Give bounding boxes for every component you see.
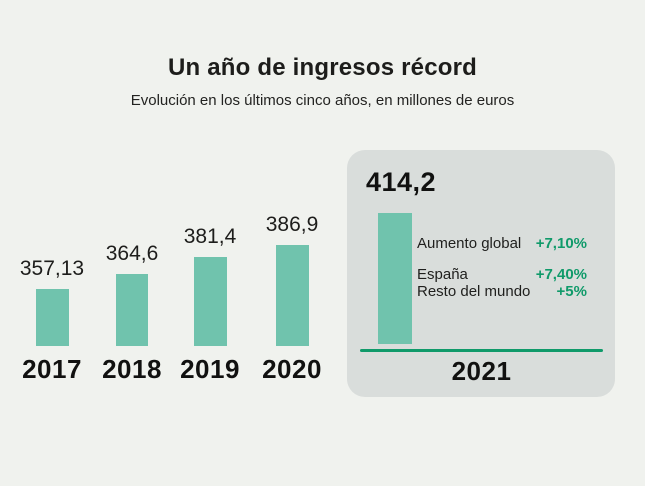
year-label-2018: 2018	[102, 354, 162, 384]
bar-value-label-2019: 381,4	[183, 225, 237, 248]
bar-2018	[116, 274, 148, 346]
stat-row-espana: España +7,40%	[417, 266, 587, 283]
bar-value-label-2017: 357,13	[19, 257, 85, 280]
bar-2019	[194, 257, 227, 346]
bar-2017	[36, 289, 69, 346]
stat-value: +5%	[556, 283, 587, 300]
stat-value: +7,40%	[535, 266, 587, 283]
year-label-2019: 2019	[180, 354, 240, 384]
year-label-2017: 2017	[22, 354, 82, 384]
bar-value-label-2018: 364,6	[105, 242, 159, 265]
highlight-panel-2021: 414,2 Aumento global +7,10% España +7,40…	[347, 150, 615, 397]
stat-label: Resto del mundo	[417, 283, 531, 300]
chart-subtitle: Evolución en los últimos cinco años, en …	[130, 92, 515, 109]
chart-title: Un año de ingresos récord	[167, 54, 478, 81]
stat-label: España	[417, 266, 468, 283]
year-label-2021: 2021	[451, 356, 512, 386]
stat-value: +7,10%	[535, 235, 587, 252]
bar-value-label-2020: 386,9	[265, 213, 319, 236]
stat-label: Aumento global	[417, 235, 522, 252]
bar-2021	[378, 213, 412, 344]
panel-underline	[360, 349, 603, 352]
bar-2020	[276, 245, 309, 346]
highlight-value-label: 414,2	[366, 167, 437, 197]
year-label-2020: 2020	[262, 354, 322, 384]
stat-row-resto-del-mundo: Resto del mundo +5%	[417, 283, 587, 300]
stat-row-aumento-global: Aumento global +7,10%	[417, 235, 587, 252]
